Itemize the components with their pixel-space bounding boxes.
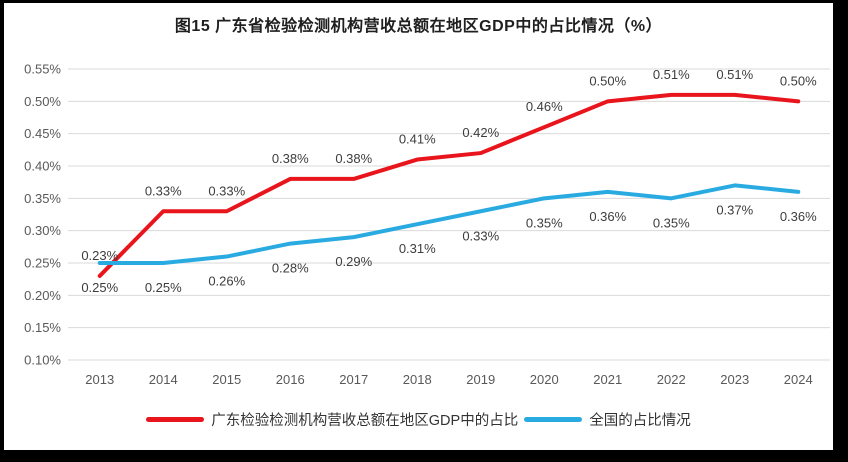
x-tick-label: 2020 (530, 372, 559, 387)
y-tick-label: 0.55% (24, 62, 61, 77)
data-label: 0.46% (526, 99, 563, 114)
data-label: 0.26% (208, 274, 245, 289)
legend-item-national: 全国的占比情况 (524, 409, 691, 430)
data-label: 0.50% (780, 73, 817, 88)
data-label: 0.25% (145, 280, 182, 295)
x-tick-label: 2014 (149, 372, 178, 387)
legend-label-guangdong: 广东检验检测机构营收总额在地区GDP中的占比 (211, 413, 519, 429)
x-tick-label: 2016 (276, 372, 305, 387)
legend-item-guangdong: 广东检验检测机构营收总额在地区GDP中的占比 (146, 409, 518, 430)
data-label: 0.51% (716, 67, 753, 82)
data-label: 0.33% (208, 183, 245, 198)
data-label: 0.38% (335, 151, 372, 166)
legend-label-national: 全国的占比情况 (589, 413, 691, 429)
x-tick-label: 2018 (403, 372, 432, 387)
x-tick-label: 2021 (593, 372, 622, 387)
x-tick-label: 2013 (85, 372, 114, 387)
y-tick-label: 0.45% (24, 126, 61, 141)
chart-card: 图15 广东省检验检测机构营收总额在地区GDP中的占比情况（%） 0.55% 0.… (4, 3, 833, 450)
y-tick-label: 0.30% (24, 223, 61, 238)
data-label: 0.29% (335, 254, 372, 269)
data-label: 0.33% (145, 183, 182, 198)
y-tick-label: 0.20% (24, 288, 61, 303)
data-label: 0.36% (589, 209, 626, 224)
data-label: 0.36% (780, 209, 817, 224)
data-label: 0.33% (462, 228, 499, 243)
chart-title: 图15 广东省检验检测机构营收总额在地区GDP中的占比情况（%） (174, 18, 663, 35)
y-tick-label: 0.50% (24, 94, 61, 109)
x-tick-label: 2015 (212, 372, 241, 387)
data-label: 0.41% (399, 132, 436, 147)
y-tick-label: 0.10% (24, 353, 61, 368)
data-label: 0.25% (81, 280, 118, 295)
data-label: 0.23% (81, 248, 118, 263)
x-tick-label: 2022 (657, 372, 686, 387)
data-label: 0.35% (526, 215, 563, 230)
data-label: 0.38% (272, 151, 309, 166)
y-tick-label: 0.25% (24, 256, 61, 271)
y-tick-label: 0.35% (24, 191, 61, 206)
data-label: 0.51% (653, 67, 690, 82)
data-label: 0.42% (462, 125, 499, 140)
x-tick-label: 2017 (339, 372, 368, 387)
legend: 广东检验检测机构营收总额在地区GDP中的占比 全国的占比情况 (4, 409, 833, 430)
data-label: 0.37% (716, 202, 753, 217)
data-label: 0.50% (589, 73, 626, 88)
legend-swatch-guangdong (146, 417, 205, 422)
series-line-0 (97, 92, 801, 278)
legend-swatch-national (524, 417, 583, 422)
y-tick-label: 0.15% (24, 320, 61, 335)
plot-area: 0.55% 0.50% 0.45% 0.40% 0.35% 0.30% 0.25% 0.20%… (24, 62, 830, 387)
y-tick-label: 0.40% (24, 159, 61, 174)
data-label: 0.31% (399, 241, 436, 256)
x-tick-label: 2024 (784, 372, 813, 387)
x-tick-label: 2019 (466, 372, 495, 387)
data-label: 0.28% (272, 261, 309, 276)
series-line-1 (97, 183, 801, 265)
data-label: 0.35% (653, 215, 690, 230)
x-tick-label: 2023 (720, 372, 749, 387)
